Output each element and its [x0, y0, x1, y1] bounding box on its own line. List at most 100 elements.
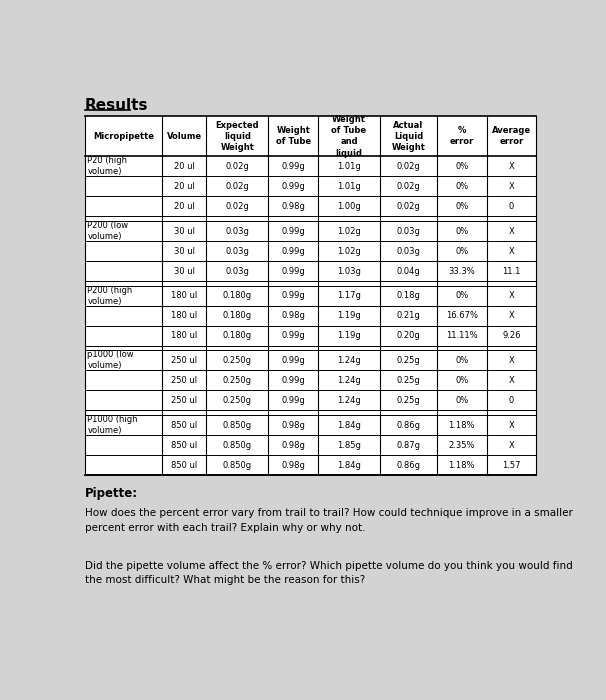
Text: 0.03g: 0.03g: [396, 227, 421, 236]
Text: Micropipette: Micropipette: [93, 132, 154, 141]
Text: 0%: 0%: [455, 396, 468, 405]
Text: 1.24g: 1.24g: [337, 356, 361, 365]
Text: p1000 (low
volume): p1000 (low volume): [87, 351, 134, 370]
Text: 0.25g: 0.25g: [396, 356, 421, 365]
Text: 0.02g: 0.02g: [225, 162, 249, 171]
Text: 180 ul: 180 ul: [171, 331, 198, 340]
Text: 0.99g: 0.99g: [281, 162, 305, 171]
Text: X: X: [508, 291, 514, 300]
Text: 0.180g: 0.180g: [223, 291, 252, 300]
Text: 11.1: 11.1: [502, 267, 521, 276]
Text: 0: 0: [508, 396, 514, 405]
Text: 0.99g: 0.99g: [281, 291, 305, 300]
Text: 0.99g: 0.99g: [281, 227, 305, 236]
Text: 0.86g: 0.86g: [396, 421, 421, 430]
Text: X: X: [508, 421, 514, 430]
Text: 0.21g: 0.21g: [396, 312, 421, 321]
Text: 0.25g: 0.25g: [396, 396, 421, 405]
Text: 0.03g: 0.03g: [225, 246, 250, 256]
Text: 1.84g: 1.84g: [337, 421, 361, 430]
Text: 0.99g: 0.99g: [281, 246, 305, 256]
Text: 0.250g: 0.250g: [223, 356, 252, 365]
Text: 0.87g: 0.87g: [396, 440, 421, 449]
Text: 0.850g: 0.850g: [223, 440, 252, 449]
Text: X: X: [508, 182, 514, 191]
Text: 2.35%: 2.35%: [448, 440, 475, 449]
Text: 250 ul: 250 ul: [171, 396, 197, 405]
Text: 0.02g: 0.02g: [396, 162, 421, 171]
Text: 250 ul: 250 ul: [171, 376, 197, 385]
Text: 0.02g: 0.02g: [396, 182, 421, 191]
Text: 30 ul: 30 ul: [174, 246, 195, 256]
Text: Average
error: Average error: [491, 126, 531, 146]
Text: 20 ul: 20 ul: [174, 182, 195, 191]
Text: 0.250g: 0.250g: [223, 396, 252, 405]
Text: 180 ul: 180 ul: [171, 291, 198, 300]
Text: 1.02g: 1.02g: [337, 246, 361, 256]
Text: Expected
liquid
Weight: Expected liquid Weight: [216, 121, 259, 152]
Text: 20 ul: 20 ul: [174, 202, 195, 211]
Text: 0.99g: 0.99g: [281, 376, 305, 385]
Text: 9.26: 9.26: [502, 331, 521, 340]
Text: 250 ul: 250 ul: [171, 356, 197, 365]
Text: 0%: 0%: [455, 182, 468, 191]
Text: 0%: 0%: [455, 246, 468, 256]
Text: 0.03g: 0.03g: [225, 267, 250, 276]
Text: 0.98g: 0.98g: [281, 440, 305, 449]
Text: X: X: [508, 440, 514, 449]
Text: 0.99g: 0.99g: [281, 182, 305, 191]
Text: X: X: [508, 246, 514, 256]
Text: 0.03g: 0.03g: [396, 246, 421, 256]
Text: 850 ul: 850 ul: [171, 421, 198, 430]
Text: 1.02g: 1.02g: [337, 227, 361, 236]
Text: 1.84g: 1.84g: [337, 461, 361, 470]
Text: 1.18%: 1.18%: [448, 421, 475, 430]
Text: 850 ul: 850 ul: [171, 461, 198, 470]
Text: Weight
of Tube
and
liquid: Weight of Tube and liquid: [331, 116, 367, 158]
Text: X: X: [508, 162, 514, 171]
Text: 0.180g: 0.180g: [223, 312, 252, 321]
Text: 0.180g: 0.180g: [223, 331, 252, 340]
Text: X: X: [508, 227, 514, 236]
Text: 0.99g: 0.99g: [281, 267, 305, 276]
Text: 0.25g: 0.25g: [396, 376, 421, 385]
Text: 1.18%: 1.18%: [448, 461, 475, 470]
Text: Results: Results: [85, 98, 148, 113]
Text: 1.57: 1.57: [502, 461, 521, 470]
Text: 1.19g: 1.19g: [337, 331, 361, 340]
Text: Did the pipette volume affect the % error? Which pipette volume do you think you: Did the pipette volume affect the % erro…: [85, 561, 573, 585]
Text: 1.24g: 1.24g: [337, 376, 361, 385]
Text: 850 ul: 850 ul: [171, 440, 198, 449]
Text: 0.98g: 0.98g: [281, 421, 305, 430]
Text: 0.99g: 0.99g: [281, 331, 305, 340]
Text: 0%: 0%: [455, 376, 468, 385]
Text: 0.18g: 0.18g: [396, 291, 421, 300]
Text: %
error: % error: [450, 126, 474, 146]
Text: 1.03g: 1.03g: [337, 267, 361, 276]
Text: X: X: [508, 356, 514, 365]
Text: 1.85g: 1.85g: [337, 440, 361, 449]
Text: 30 ul: 30 ul: [174, 267, 195, 276]
Text: 33.3%: 33.3%: [448, 267, 475, 276]
Text: 0.250g: 0.250g: [223, 376, 252, 385]
Text: 30 ul: 30 ul: [174, 227, 195, 236]
Text: 0.20g: 0.20g: [396, 331, 421, 340]
Text: 0%: 0%: [455, 202, 468, 211]
Text: 0.99g: 0.99g: [281, 356, 305, 365]
Text: 0.98g: 0.98g: [281, 312, 305, 321]
Text: 1.24g: 1.24g: [337, 396, 361, 405]
Text: 0.850g: 0.850g: [223, 461, 252, 470]
Text: 0.98g: 0.98g: [281, 202, 305, 211]
Text: P20 (high
volume): P20 (high volume): [87, 156, 127, 176]
Text: 0.03g: 0.03g: [225, 227, 250, 236]
Text: 0.02g: 0.02g: [225, 202, 249, 211]
Text: 0.850g: 0.850g: [223, 421, 252, 430]
Text: P200 (low
volume): P200 (low volume): [87, 221, 128, 241]
Text: P1000 (high
volume): P1000 (high volume): [87, 415, 138, 435]
Text: 180 ul: 180 ul: [171, 312, 198, 321]
Text: 20 ul: 20 ul: [174, 162, 195, 171]
Text: Volume: Volume: [167, 132, 202, 141]
Text: Weight
of Tube: Weight of Tube: [276, 126, 311, 146]
Text: 0.02g: 0.02g: [396, 202, 421, 211]
Text: 0%: 0%: [455, 356, 468, 365]
